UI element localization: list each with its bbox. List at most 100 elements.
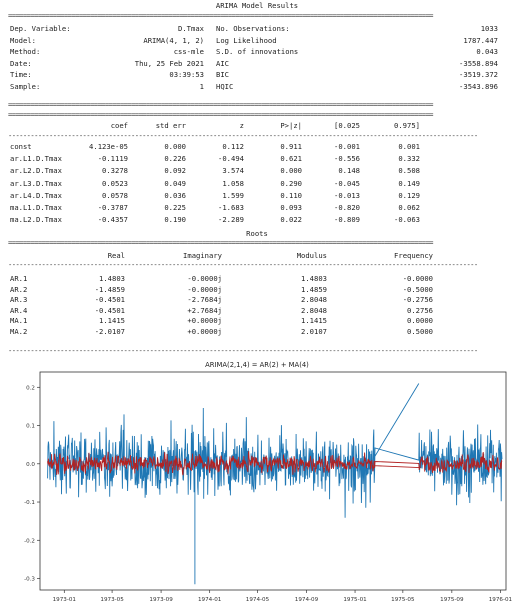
roots-cell: 2.0107: [301, 327, 327, 336]
plot-frame: [39, 371, 507, 591]
coef-cell: 0.508: [398, 166, 420, 176]
roots-row-name: MA.2: [10, 327, 28, 336]
roots-cell: 1.4803: [301, 274, 327, 283]
summary-label: Sample:: [10, 82, 41, 91]
summary-label: Model:: [10, 35, 36, 45]
roots-cell: 0.0000: [407, 316, 433, 326]
roots-cell: -0.0000: [402, 274, 433, 283]
coef-cell: -0.556: [334, 154, 360, 164]
coef-cell: -0.820: [334, 203, 360, 212]
coef-cell: -0.063: [394, 215, 420, 225]
coef-top-rule: ========================================…: [8, 112, 434, 118]
roots-cell: +0.0000j: [187, 316, 222, 326]
roots-cell: -0.4501: [94, 305, 125, 315]
summary-top-rule: ========================================…: [8, 13, 434, 19]
roots-cell: -0.5000: [402, 284, 433, 294]
summary-value: D.Tmax: [178, 24, 204, 33]
coef-cell: -0.494: [218, 154, 244, 164]
coef-column-header: coef: [110, 121, 128, 130]
coef-cell: 0.332: [398, 154, 420, 164]
coef-cell: -0.809: [334, 215, 360, 225]
summary-value: 1033: [480, 24, 498, 33]
coef-row-name: ma.L2.D.Tmax: [10, 215, 62, 225]
x-tick-label: 1975-09: [440, 597, 464, 603]
chart-svg: ARIMA(2,1,4) = AR(2) + MA(4) 0.2 0.1 0.0 -0…: [24, 361, 513, 603]
roots-cell: 1.1415: [301, 316, 327, 326]
coef-cell: -0.013: [334, 190, 360, 200]
coef-row-name: const: [10, 142, 32, 151]
summary-value: -3519.372: [459, 70, 498, 80]
x-tick-label: 1975-05: [391, 597, 415, 603]
summary-label: S.D. of innovations: [216, 47, 299, 57]
summary-label: Log Likelihood: [216, 35, 277, 45]
coef-row-name: ma.L1.D.Tmax: [10, 203, 62, 212]
coef-cell: -2.289: [218, 215, 244, 225]
coef-cell: 0.022: [280, 215, 302, 225]
coef-cell: 0.112: [222, 142, 244, 151]
coef-column-header: [0.025: [334, 121, 360, 130]
roots-cell: -0.0000j: [187, 284, 222, 294]
roots-cell: 1.1415: [99, 316, 125, 326]
coef-cell: -0.3787: [97, 203, 128, 212]
coef-cell: 0.062: [398, 203, 420, 212]
coef-cell: 0.149: [398, 178, 420, 188]
roots-column-header: Imaginary: [183, 251, 222, 260]
coef-cell: 0.225: [164, 203, 186, 212]
coef-cell: 0.3278: [102, 166, 128, 176]
roots-bottom-rule: ----------------------------------------…: [8, 348, 478, 354]
roots-row-name: AR.4: [10, 305, 28, 315]
coef-cell: -1.683: [218, 203, 244, 212]
coef-row-name: ar.L4.D.Tmax: [10, 190, 62, 200]
coef-cell: 0.0523: [102, 178, 128, 188]
coef-cell: 0.110: [280, 190, 302, 200]
coef-cell: 0.000: [280, 166, 302, 176]
roots-cell: +0.0000j: [187, 327, 222, 336]
coef-cell: 0.000: [164, 142, 186, 151]
roots-cell: 0.2756: [407, 305, 433, 315]
roots-cell: 0.5000: [407, 327, 433, 336]
coef-cell: -0.1119: [97, 154, 128, 164]
roots-cell: -1.4859: [94, 284, 125, 294]
coef-column-header: z: [239, 121, 244, 130]
y-tick-label: 0.2: [26, 385, 35, 391]
roots-cell: -0.0000j: [187, 274, 222, 283]
roots-column-header: Real: [107, 251, 125, 260]
coef-cell: 0.049: [164, 178, 186, 188]
x-tick-label: 1973-09: [149, 597, 173, 603]
summary-label: No. Observations:: [216, 24, 290, 33]
coef-cell: 0.001: [398, 142, 420, 151]
coef-cell: 1.058: [222, 178, 244, 188]
y-tick-label: 0.1: [26, 424, 35, 430]
arima-chart: ARIMA(2,1,4) = AR(2) + MA(4) 0.2 0.1 0.0 -0…: [0, 355, 514, 608]
roots-top-rule: ========================================…: [8, 240, 434, 246]
summary-label: BIC: [216, 70, 229, 80]
roots-cell: 1.4803: [99, 274, 125, 283]
chart-title: ARIMA(2,1,4) = AR(2) + MA(4): [205, 361, 309, 369]
coef-cell: 0.911: [280, 142, 302, 151]
coef-cell: -0.4357: [97, 215, 128, 225]
coef-column-header: std err: [155, 121, 186, 130]
roots-header-rule: ----------------------------------------…: [8, 262, 478, 268]
x-axis: 1973-01 1973-05 1973-09 1974-01 1974-05 1974-…: [53, 590, 513, 603]
coef-header-rule: ----------------------------------------…: [8, 133, 478, 139]
x-tick-label: 1973-05: [100, 597, 124, 603]
x-tick-label: 1974-09: [295, 597, 319, 603]
x-tick-label: 1976-01: [489, 597, 513, 603]
y-tick-label: 0.0: [26, 462, 35, 468]
coef-cell: 0.093: [280, 203, 302, 212]
coef-cell: 3.574: [222, 166, 244, 176]
summary-value: 0.043: [476, 47, 498, 57]
summary-label: Date:: [10, 58, 32, 68]
summary-label: AIC: [216, 58, 229, 68]
summary-value: css-mle: [173, 47, 204, 57]
roots-cell: 2.8048: [301, 305, 327, 315]
summary-label: Method:: [10, 47, 41, 57]
coef-cell: 0.226: [164, 154, 186, 164]
roots-row-name: AR.2: [10, 284, 28, 294]
coef-cell: 0.148: [338, 166, 360, 176]
x-tick-label: 1974-05: [246, 597, 270, 603]
roots-row-name: MA.1: [10, 316, 28, 326]
coef-row-name: ar.L1.D.Tmax: [10, 154, 62, 164]
roots-cell: 1.4859: [301, 284, 327, 294]
coef-cell: 0.092: [164, 166, 186, 176]
